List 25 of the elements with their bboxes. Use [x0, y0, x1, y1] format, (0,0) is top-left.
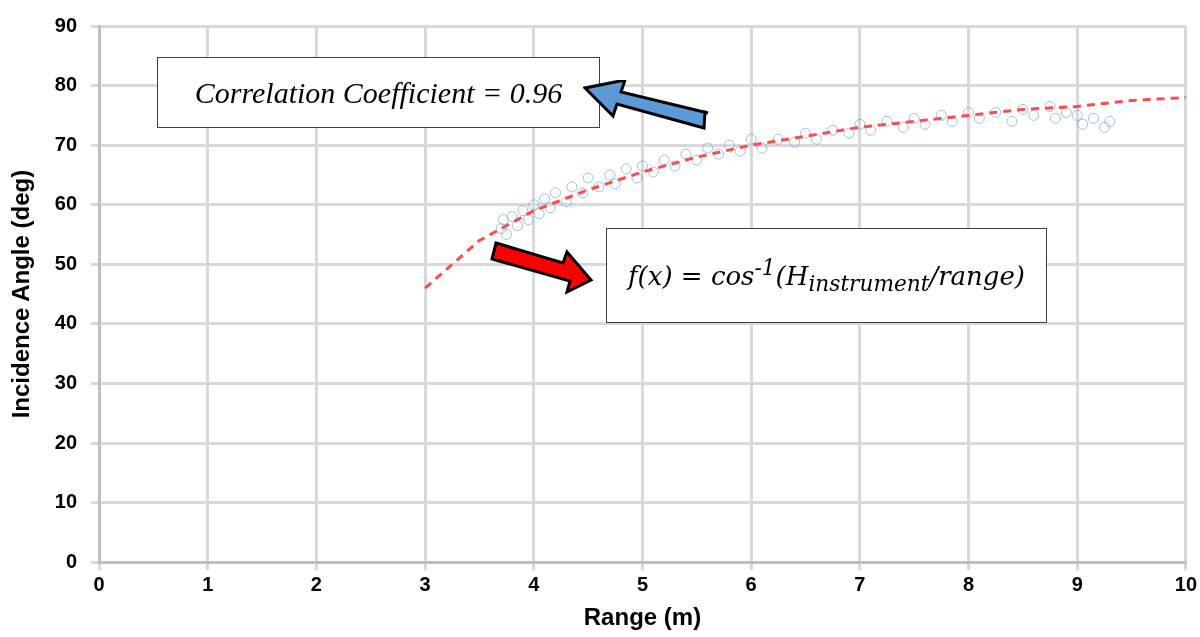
y-tick-label: 0: [65, 549, 78, 572]
annotation: f(x) = cos$^{-1}$(H$_{instrument}$/range): [628, 255, 1025, 296]
x-tick-label: 2: [310, 572, 322, 595]
y-tick-label: 40: [54, 311, 78, 334]
x-tick-label: 0: [93, 572, 105, 595]
y-tick-label: 30: [54, 370, 78, 393]
annotation: Correlation Coefficient = 0.96: [194, 75, 563, 110]
y-axis-title: Incidence Angle (deg): [7, 169, 35, 419]
y-tick-label: 90: [54, 13, 78, 36]
y-tick-label: 20: [54, 430, 78, 453]
x-tick-label: 9: [1071, 572, 1083, 595]
y-tick-label: 80: [54, 73, 78, 96]
y-tick-label: 10: [54, 490, 78, 513]
x-tick-label: 3: [419, 572, 431, 595]
x-tick-label: 1: [202, 572, 214, 595]
y-tick-label: 70: [54, 132, 78, 155]
x-tick-label: 10: [1174, 572, 1197, 595]
x-axis-title: Range (m): [583, 603, 702, 631]
y-tick-label: 50: [54, 251, 78, 274]
x-tick-label: 7: [854, 572, 866, 595]
x-tick-label: 5: [636, 572, 649, 595]
x-tick-label: 6: [745, 572, 757, 595]
y-tick-label: 60: [54, 192, 78, 215]
x-tick-label: 4: [528, 572, 541, 595]
x-tick-label: 8: [962, 572, 975, 595]
